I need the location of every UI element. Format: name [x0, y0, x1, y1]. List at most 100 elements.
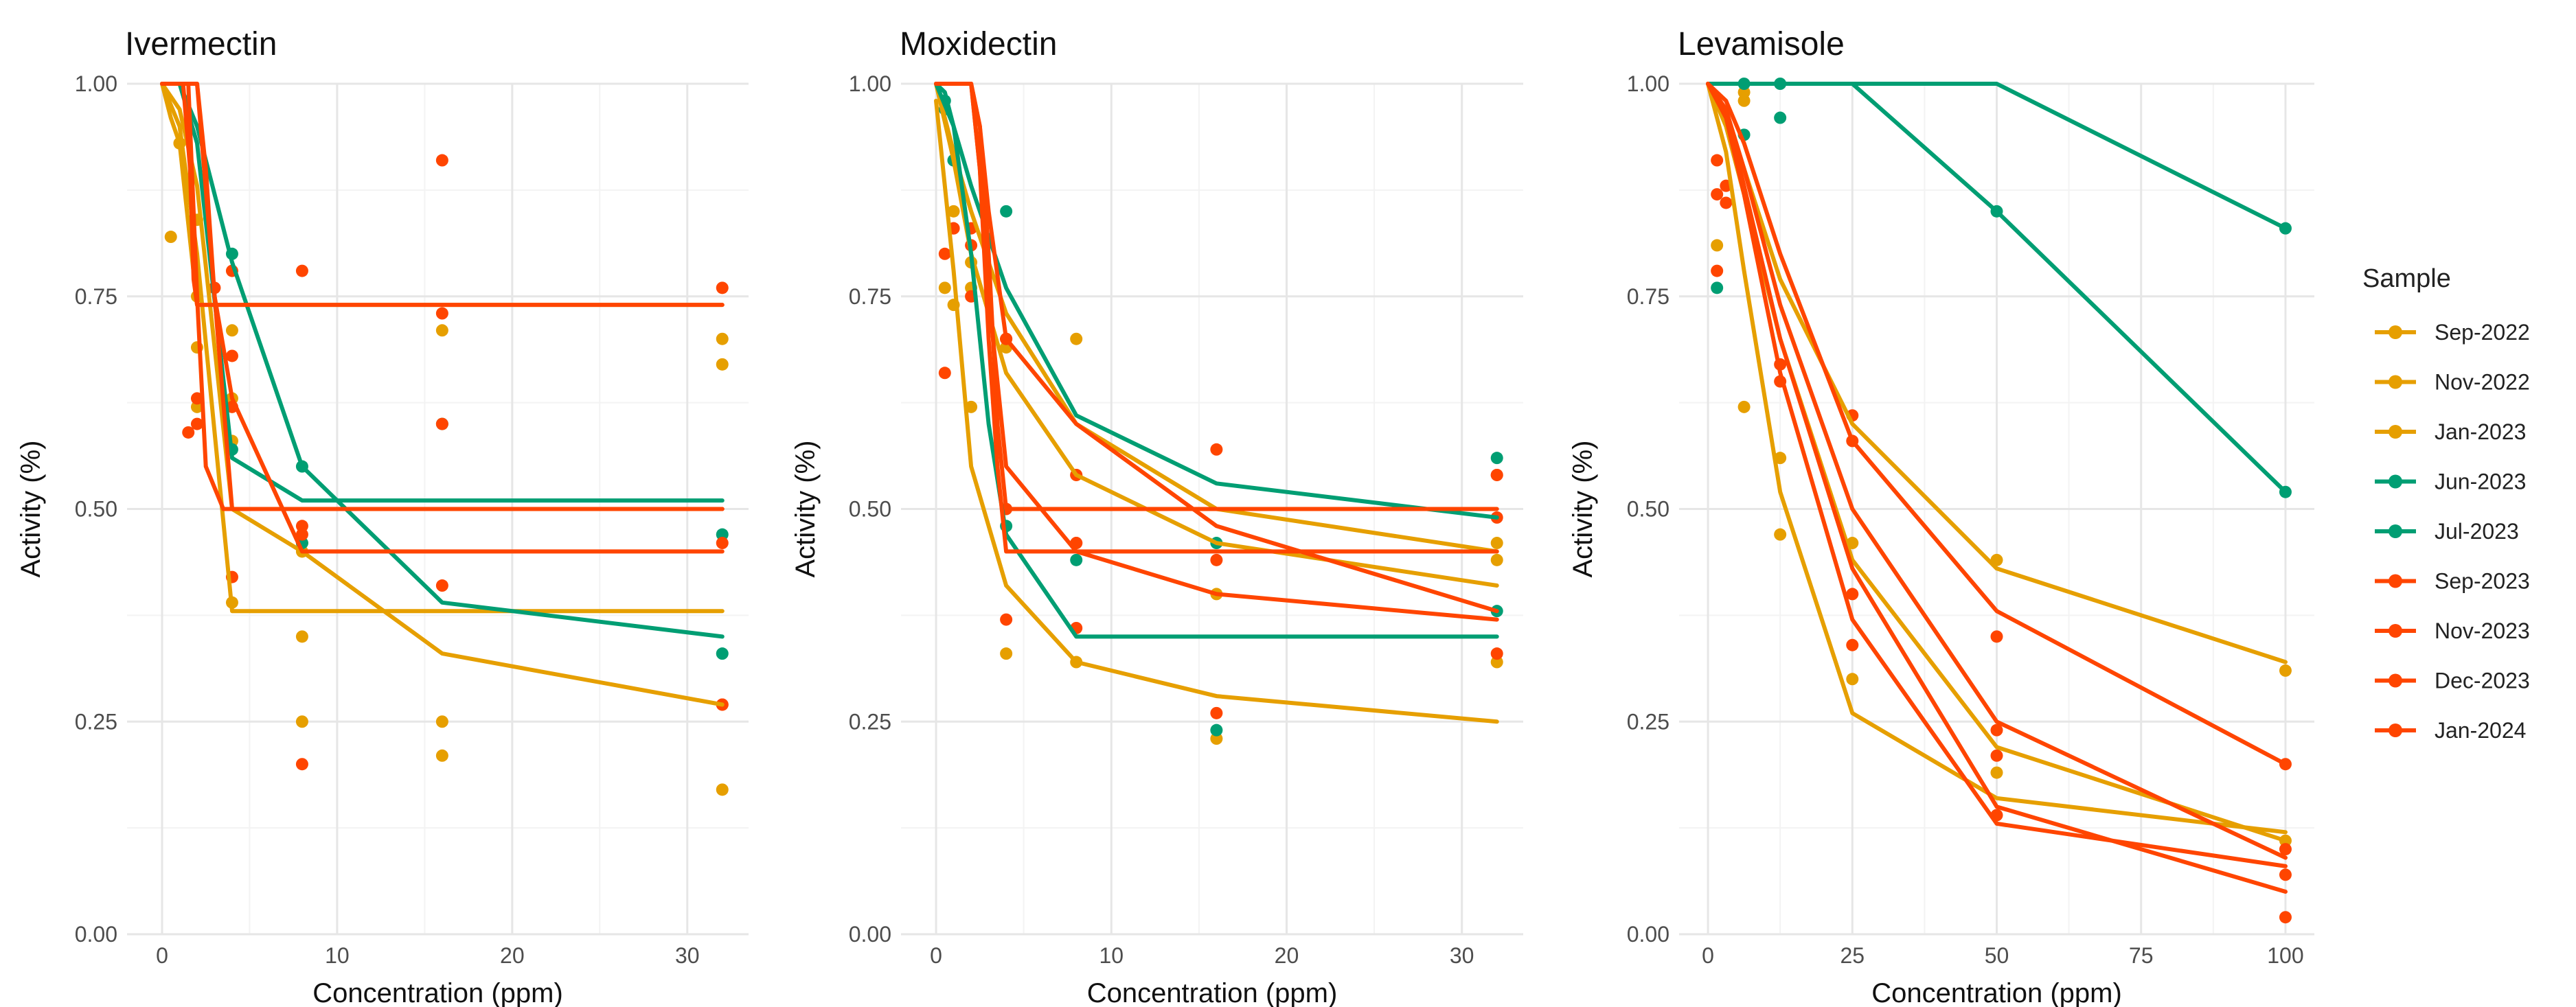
series-line-dec-2023 — [934, 82, 1499, 554]
data-point — [716, 358, 729, 371]
x-tick-label: 10 — [325, 943, 350, 968]
y-tick-label: 0.00 — [1627, 922, 1669, 947]
data-point — [295, 528, 308, 541]
data-point — [164, 231, 177, 244]
y-axis-label: Activity (%) — [1568, 441, 1598, 578]
data-point — [716, 647, 729, 660]
series-line-sep-2022 — [934, 98, 1499, 724]
data-point — [1720, 196, 1733, 209]
series-line-jan-2024 — [160, 82, 725, 554]
x-tick-label: 50 — [1985, 943, 2009, 968]
legend-label: Sep-2022 — [2435, 320, 2530, 345]
legend-label: Jul-2023 — [2435, 519, 2519, 544]
legend-key-point — [2389, 673, 2402, 688]
x-tick-label: 20 — [1275, 943, 1299, 968]
data-point — [1210, 732, 1223, 745]
y-axis-label: Activity (%) — [790, 441, 821, 578]
data-point — [1490, 452, 1503, 465]
legend: Sample Sep-2022 Nov-2022 Jan-2023 Jun-2023 J… — [2362, 264, 2530, 743]
legend-key-point — [2389, 474, 2402, 489]
y-tick-label: 0.25 — [1627, 709, 1669, 734]
data-point — [295, 715, 308, 728]
data-point — [295, 520, 308, 533]
legend-label: Jan-2023 — [2435, 419, 2526, 444]
data-point — [1070, 332, 1083, 345]
data-point — [1490, 537, 1503, 550]
data-point — [2279, 664, 2292, 677]
x-tick-label: 30 — [1450, 943, 1474, 968]
data-point — [295, 758, 308, 771]
data-point — [716, 281, 729, 294]
legend-item-jun-2023: Jun-2023 — [2375, 470, 2526, 494]
data-point — [1711, 264, 1724, 277]
data-point — [1711, 188, 1724, 201]
legend-item-jan-2024: Jan-2024 — [2375, 718, 2526, 743]
chart-panel-moxidectin: 0.00 0.25 0.50 0.75 1.00 0 10 20 30 Moxidectin Con… — [790, 26, 1523, 1007]
data-point — [1490, 553, 1503, 566]
data-point — [938, 367, 951, 380]
data-point — [1711, 154, 1724, 167]
y-tick-label: 0.25 — [75, 709, 117, 734]
data-point — [947, 205, 960, 218]
data-point — [1711, 239, 1724, 252]
data-point — [1210, 706, 1223, 719]
legend-key-point — [2389, 724, 2402, 737]
data-point — [1210, 553, 1223, 566]
data-point — [1846, 673, 1859, 686]
data-point — [716, 332, 729, 345]
x-axis-label: Concentration (ppm) — [312, 978, 563, 1007]
data-point — [1990, 749, 2003, 762]
data-point — [1990, 766, 2003, 779]
y-tick-label: 0.25 — [849, 709, 891, 734]
chart-title: Moxidectin — [900, 26, 1057, 62]
legend-item-sep-2023: Sep-2023 — [2375, 569, 2530, 594]
data-point — [435, 324, 448, 337]
legend-item-sep-2022: Sep-2022 — [2375, 320, 2530, 345]
data-point — [1000, 205, 1013, 218]
legend-item-nov-2022: Nov-2022 — [2375, 370, 2530, 395]
y-tick-label: 0.75 — [849, 284, 891, 309]
series-line-sep-2022 — [1706, 82, 2288, 835]
x-tick-label: 75 — [2129, 943, 2154, 968]
series-line-sep-2023 — [160, 82, 725, 308]
data-point — [2279, 911, 2292, 924]
data-point — [716, 528, 729, 541]
legend-item-jan-2023: Jan-2023 — [2375, 419, 2526, 444]
series-line-dec-2023 — [1706, 82, 2288, 894]
y-tick-label: 0.00 — [849, 922, 891, 947]
data-point — [295, 630, 308, 643]
x-tick-label: 0 — [930, 943, 942, 968]
data-point — [1846, 588, 1859, 601]
data-point — [1737, 94, 1751, 107]
data-point — [2279, 843, 2292, 856]
data-point — [1990, 724, 2003, 737]
x-tick-label: 10 — [1099, 943, 1124, 968]
legend-key-point — [2389, 425, 2402, 439]
data-point — [190, 400, 203, 413]
data-point — [2279, 868, 2292, 881]
series-line-sep-2023 — [1706, 82, 2288, 767]
data-point — [1490, 468, 1503, 481]
data-point — [1000, 613, 1013, 626]
x-axis-label: Concentration (ppm) — [1871, 978, 2122, 1007]
legend-label: Jun-2023 — [2435, 470, 2526, 494]
data-point — [716, 537, 729, 550]
series-line-sep-2022 — [160, 82, 725, 308]
series-line-jan-2024 — [934, 82, 1499, 614]
chart-title: Ivermectin — [125, 26, 277, 62]
data-point — [435, 749, 448, 762]
series-line-jul-2023 — [934, 82, 1499, 639]
series-line-jul-2023 — [160, 82, 725, 503]
x-tick-label: 30 — [675, 943, 700, 968]
data-point — [1210, 724, 1223, 737]
data-point — [435, 579, 448, 592]
data-point — [225, 324, 238, 337]
x-tick-label: 25 — [1840, 943, 1865, 968]
data-point — [1737, 86, 1751, 99]
legend-key-point — [2389, 375, 2402, 389]
y-tick-label: 1.00 — [75, 71, 117, 96]
chart-panel-ivermectin: 0.00 0.25 0.50 0.75 1.00 0 10 20 30 Ivermectin Con… — [16, 26, 749, 1007]
data-point — [1490, 656, 1503, 669]
series-line-nov-2022 — [160, 82, 725, 614]
